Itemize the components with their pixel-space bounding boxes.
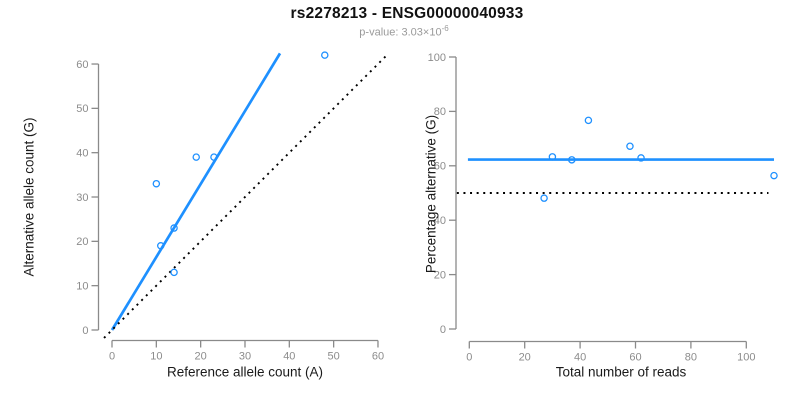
data-point: [152, 179, 161, 188]
x-tick-label: 40: [283, 351, 295, 363]
y-tick-label: 40: [76, 147, 88, 159]
x-tick-label: 0: [466, 352, 472, 364]
y-tick-label: 80: [434, 106, 446, 118]
data-point: [548, 153, 557, 161]
y-tick-label: 60: [76, 59, 88, 71]
x-tick-label: 0: [109, 351, 115, 363]
figure-title: rs2278213 - ENSG00000040933: [290, 5, 524, 22]
y-tick-label: 0: [82, 325, 88, 337]
left-y-axis-label: Alternative allele count (G): [21, 117, 37, 277]
data-point: [170, 268, 178, 277]
y-tick-label: 20: [434, 269, 446, 281]
x-tick-label: 60: [372, 351, 384, 363]
p-value-exponent: -6: [441, 24, 449, 33]
x-tick-label: 10: [150, 351, 162, 363]
x-tick-label: 80: [685, 352, 697, 364]
y-tick-label: 30: [76, 192, 88, 204]
data-point: [770, 171, 778, 180]
data-point: [584, 116, 593, 125]
y-tick-label: 50: [76, 103, 88, 115]
left-x-axis-label: Reference allele count (A): [166, 364, 324, 380]
x-tick-label: 100: [737, 352, 755, 364]
data-point: [321, 51, 329, 59]
figure-subtitle: p-value: 3.03×10-6: [4, 24, 800, 39]
identity-line: [103, 52, 390, 339]
y-tick-label: 40: [434, 215, 446, 227]
data-point: [540, 194, 548, 202]
x-tick-label: 60: [629, 352, 641, 364]
data-point: [192, 153, 200, 161]
data-point: [210, 153, 218, 161]
x-tick-label: 20: [195, 351, 207, 363]
y-tick-label: 60: [434, 161, 446, 173]
right-y-axis-label: Percentage alternative (G): [423, 114, 439, 274]
regression-line: [110, 52, 282, 331]
data-point: [626, 142, 634, 150]
y-tick-label: 100: [428, 52, 446, 64]
data-point: [170, 224, 178, 232]
x-tick-label: 50: [328, 351, 340, 363]
x-tick-label: 40: [574, 352, 586, 364]
y-tick-label: 10: [76, 280, 88, 292]
data-point: [157, 242, 165, 250]
left-scatter-panel: 0 10 20 30 40 50 60 0 10 20 30 40 50 60: [76, 51, 390, 363]
x-tick-label: 20: [519, 352, 531, 364]
y-tick-label: 0: [440, 324, 446, 336]
y-tick-label: 20: [76, 236, 88, 248]
x-tick-label: 30: [239, 351, 251, 363]
p-value-text: p-value: 3.03×10: [359, 26, 442, 39]
data-point: [637, 154, 645, 162]
right-scatter-panel: 0 20 40 60 80 100 0 20 40 60 80 100: [428, 52, 778, 364]
right-x-axis-label: Total number of reads: [555, 364, 687, 380]
data-point: [568, 156, 576, 164]
